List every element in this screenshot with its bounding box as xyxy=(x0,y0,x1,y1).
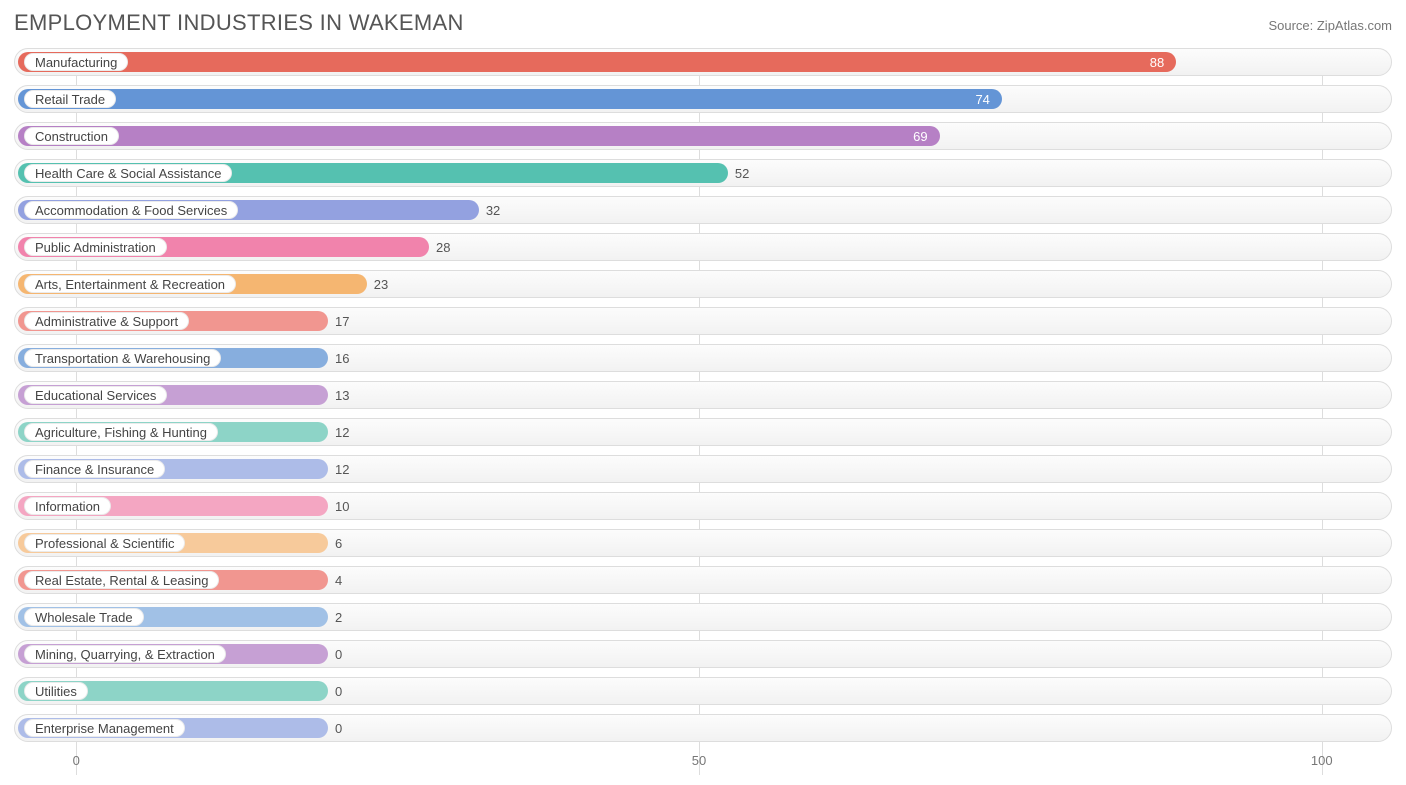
bar-row: 6 Professional & Scientific xyxy=(14,529,1392,557)
bar-value-label: 32 xyxy=(486,203,500,218)
bar-row: 12 Agriculture, Fishing & Hunting xyxy=(14,418,1392,446)
bar-label-pill: Public Administration xyxy=(24,238,167,256)
bar-row: 4 Real Estate, Rental & Leasing xyxy=(14,566,1392,594)
bar-row: 0 Enterprise Management xyxy=(14,714,1392,742)
bar-row: 10 Information xyxy=(14,492,1392,520)
bar-fill: Real Estate, Rental & Leasing xyxy=(18,570,328,590)
bar-fill: Health Care & Social Assistance xyxy=(18,163,728,183)
bar-value-label: 23 xyxy=(374,277,388,292)
bar-label-pill: Real Estate, Rental & Leasing xyxy=(24,571,219,589)
x-axis: 0 50 100 xyxy=(14,751,1392,775)
bar-label-pill: Wholesale Trade xyxy=(24,608,144,626)
bar-label-pill: Manufacturing xyxy=(24,53,128,71)
bar-label-pill: Arts, Entertainment & Recreation xyxy=(24,275,236,293)
bar-fill: Professional & Scientific xyxy=(18,533,328,553)
bar-label-pill: Health Care & Social Assistance xyxy=(24,164,232,182)
bar-value-label: 28 xyxy=(436,240,450,255)
bar-row: 32 Accommodation & Food Services xyxy=(14,196,1392,224)
bar-value-label: 0 xyxy=(335,721,342,736)
bar-value-label: 0 xyxy=(335,684,342,699)
bar-value-label: 52 xyxy=(735,166,749,181)
source-attribution: Source: ZipAtlas.com xyxy=(1268,18,1392,33)
bar-row: 52 Health Care & Social Assistance xyxy=(14,159,1392,187)
bar-row: 0 Utilities xyxy=(14,677,1392,705)
bar-fill: Administrative & Support xyxy=(18,311,328,331)
bar-fill: 74 Retail Trade xyxy=(18,89,1002,109)
bar-value-label: 12 xyxy=(335,425,349,440)
chart-area: 88 Manufacturing 74 Retail Trade 69 Construct… xyxy=(14,48,1392,775)
header: EMPLOYMENT INDUSTRIES IN WAKEMAN Source:… xyxy=(14,10,1392,36)
bar-fill: Mining, Quarrying, & Extraction xyxy=(18,644,328,664)
bar-fill: Wholesale Trade xyxy=(18,607,328,627)
x-axis-tick-label: 0 xyxy=(73,753,80,768)
bar-value-label: 4 xyxy=(335,573,342,588)
bar-fill: Arts, Entertainment & Recreation xyxy=(18,274,367,294)
bar-row: 0 Mining, Quarrying, & Extraction xyxy=(14,640,1392,668)
bar-label-pill: Accommodation & Food Services xyxy=(24,201,238,219)
bar-value-label: 6 xyxy=(335,536,342,551)
bar-fill: Accommodation & Food Services xyxy=(18,200,479,220)
bar-row: 23 Arts, Entertainment & Recreation xyxy=(14,270,1392,298)
bar-value-label: 10 xyxy=(335,499,349,514)
bar-value-label: 0 xyxy=(335,647,342,662)
bar-label-pill: Utilities xyxy=(24,682,88,700)
bar-value-label: 13 xyxy=(335,388,349,403)
bar-row: 28 Public Administration xyxy=(14,233,1392,261)
bar-value-label: 69 xyxy=(913,129,927,144)
bar-row: 88 Manufacturing xyxy=(14,48,1392,76)
bar-fill: 69 Construction xyxy=(18,126,940,146)
bar-row: 69 Construction xyxy=(14,122,1392,150)
bar-fill: Agriculture, Fishing & Hunting xyxy=(18,422,328,442)
x-axis-tick-label: 100 xyxy=(1311,753,1333,768)
bar-value-label: 12 xyxy=(335,462,349,477)
bar-label-pill: Finance & Insurance xyxy=(24,460,165,478)
bar-row: 74 Retail Trade xyxy=(14,85,1392,113)
bars-container: 88 Manufacturing 74 Retail Trade 69 Construct… xyxy=(14,48,1392,742)
bar-label-pill: Retail Trade xyxy=(24,90,116,108)
bar-fill: Utilities xyxy=(18,681,328,701)
bar-label-pill: Transportation & Warehousing xyxy=(24,349,221,367)
bar-fill: Enterprise Management xyxy=(18,718,328,738)
bar-row: 13 Educational Services xyxy=(14,381,1392,409)
x-axis-tick-label: 50 xyxy=(692,753,706,768)
bar-row: 17 Administrative & Support xyxy=(14,307,1392,335)
bar-fill: Transportation & Warehousing xyxy=(18,348,328,368)
bar-value-label: 2 xyxy=(335,610,342,625)
bar-row: 16 Transportation & Warehousing xyxy=(14,344,1392,372)
bar-value-label: 88 xyxy=(1150,55,1164,70)
bar-fill: Educational Services xyxy=(18,385,328,405)
bar-row: 12 Finance & Insurance xyxy=(14,455,1392,483)
bar-label-pill: Information xyxy=(24,497,111,515)
bar-label-pill: Professional & Scientific xyxy=(24,534,185,552)
bar-label-pill: Agriculture, Fishing & Hunting xyxy=(24,423,218,441)
bar-label-pill: Administrative & Support xyxy=(24,312,189,330)
bar-fill: Information xyxy=(18,496,328,516)
bar-value-label: 17 xyxy=(335,314,349,329)
page-title: EMPLOYMENT INDUSTRIES IN WAKEMAN xyxy=(14,10,464,36)
bar-fill: Finance & Insurance xyxy=(18,459,328,479)
bar-fill: Public Administration xyxy=(18,237,429,257)
bar-row: 2 Wholesale Trade xyxy=(14,603,1392,631)
bar-label-pill: Enterprise Management xyxy=(24,719,185,737)
bar-label-pill: Construction xyxy=(24,127,119,145)
bar-fill: 88 Manufacturing xyxy=(18,52,1176,72)
bar-label-pill: Mining, Quarrying, & Extraction xyxy=(24,645,226,663)
bar-value-label: 74 xyxy=(975,92,989,107)
bar-label-pill: Educational Services xyxy=(24,386,167,404)
bar-value-label: 16 xyxy=(335,351,349,366)
